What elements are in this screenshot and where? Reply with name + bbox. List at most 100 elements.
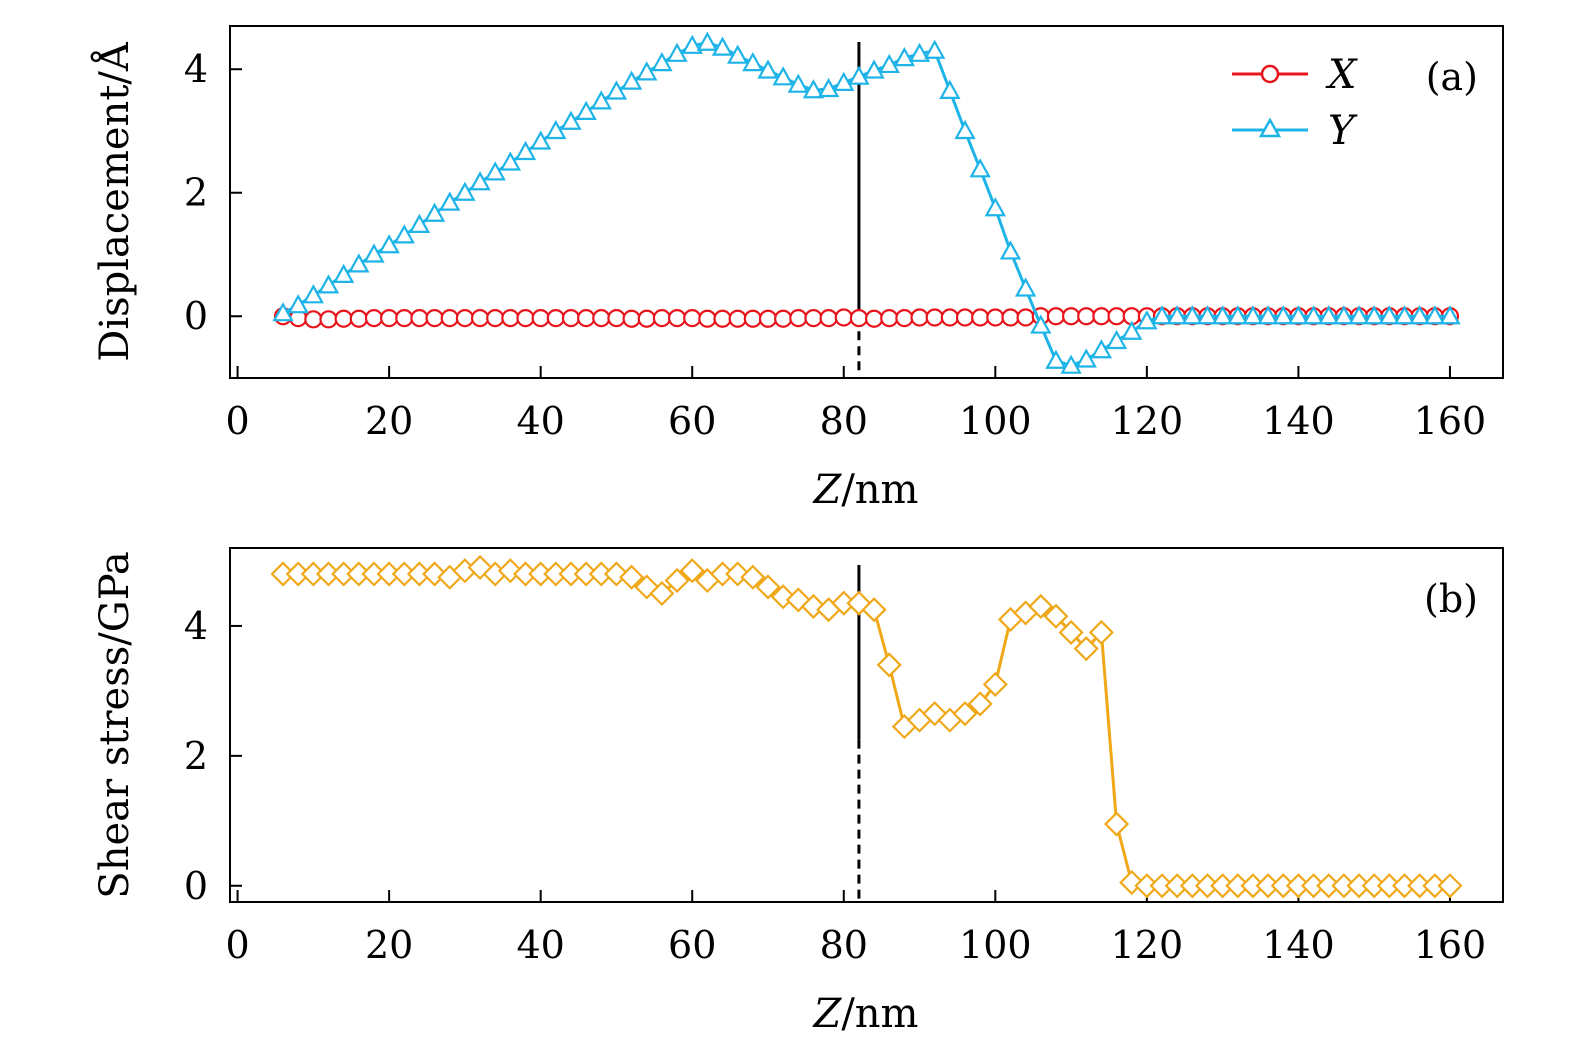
panel-a-label: (a)	[1426, 55, 1478, 99]
series-y-point	[408, 213, 431, 233]
series-y-point	[787, 73, 809, 93]
series-y-point	[1272, 305, 1294, 325]
series-shear-stress-point	[952, 701, 978, 727]
series-y-point	[954, 119, 976, 140]
panel-b-y-tick-label: 2	[184, 734, 208, 778]
series-y-point	[757, 59, 779, 79]
series-x-point	[1107, 307, 1126, 326]
series-x-point	[501, 308, 520, 328]
series-x-point	[910, 308, 929, 327]
series-x-point	[1016, 308, 1035, 327]
series-y-point	[802, 79, 825, 99]
series-shear-stress-point	[861, 597, 887, 623]
series-x-point	[819, 308, 838, 328]
panel-a-y-tick-label: 0	[184, 294, 208, 338]
series-x-point	[789, 308, 808, 328]
series-y-point	[1227, 305, 1249, 325]
panel-b-label: (b)	[1424, 577, 1478, 621]
series-x-point	[971, 308, 990, 327]
series-y-point	[1318, 305, 1340, 325]
series-x-point	[728, 309, 747, 328]
series-shear-stress-point	[755, 574, 781, 600]
series-y-point	[984, 197, 1006, 217]
series-x-point	[1061, 307, 1081, 326]
series-x-point	[349, 309, 368, 328]
series-y-point	[1393, 305, 1416, 325]
series-y-point	[636, 61, 658, 81]
series-y-point	[302, 284, 325, 304]
series-y-point	[878, 53, 900, 74]
series-x-point	[743, 309, 762, 328]
series-y-point	[1378, 305, 1401, 325]
series-y-point	[605, 80, 628, 100]
panel-a-x-ticks: 0 20 40 60 80 100 120 140 160	[225, 366, 1486, 443]
series-x-point	[486, 308, 505, 328]
series-y-point	[393, 224, 415, 244]
panel-b-x-tick-label: 160	[1414, 923, 1487, 967]
series-y-point	[378, 234, 400, 254]
series-y-point	[1075, 348, 1097, 368]
series-shear-stress-point	[1043, 603, 1069, 629]
series-y-point	[560, 110, 582, 130]
panel-a-y-tick-label: 2	[184, 171, 208, 215]
panel-a-x-tick-label: 80	[820, 399, 868, 443]
series-x-point	[592, 308, 611, 328]
panel-a-legend: X Y	[1232, 52, 1358, 154]
series-y-point	[317, 274, 340, 294]
series-shear-stress-point	[1088, 619, 1114, 645]
panel-b-x-tick-label: 120	[1111, 923, 1184, 967]
series-y-point	[1287, 305, 1310, 325]
series-x-point	[1001, 308, 1020, 327]
series-shear-stress-point	[1058, 619, 1084, 645]
series-y-point	[348, 253, 370, 273]
series-y-point	[969, 158, 991, 178]
series-y-point	[727, 44, 749, 64]
panel-a-y-axis-title: Displacement/Å	[91, 41, 138, 362]
panel-b-x-tick-label: 40	[516, 923, 564, 967]
panel-a-plot-frame	[229, 25, 1504, 379]
series-x-point	[455, 308, 474, 328]
series-y-point	[1302, 305, 1325, 325]
series-x-point	[637, 309, 656, 328]
series-y-point	[545, 119, 567, 140]
series-y-point	[1211, 305, 1234, 325]
series-x-point	[607, 308, 626, 328]
series-y-point	[817, 77, 840, 98]
series-y-point	[363, 243, 385, 263]
series-y-point	[772, 66, 794, 86]
panel-a-series	[272, 31, 1461, 374]
series-x-point	[667, 308, 687, 328]
series-x-point	[895, 308, 914, 328]
series-x-point	[804, 308, 823, 328]
series-y-point	[1333, 305, 1355, 325]
series-shear-stress-point	[876, 652, 902, 678]
panel-b-y-tick-label: 0	[184, 864, 208, 908]
series-y-point	[1030, 314, 1052, 334]
series-x-point	[1046, 307, 1066, 326]
series-y-point	[1121, 320, 1143, 340]
panel-b-plot-frame	[229, 547, 1504, 903]
series-y-point	[514, 140, 537, 161]
series-x-point	[319, 310, 338, 329]
series-x-point	[531, 308, 550, 328]
series-y-point	[590, 90, 612, 110]
series-shear-stress-point	[1103, 811, 1130, 837]
series-x-point	[577, 308, 596, 328]
panel-a-x-axis-title: Z/nm	[812, 467, 919, 513]
series-y-point	[1439, 305, 1461, 325]
series-shear-stress-line	[283, 565, 1450, 888]
series-x-point	[425, 308, 444, 328]
series-x-point	[1092, 307, 1111, 326]
series-x-point	[395, 308, 414, 328]
series-y-point	[423, 202, 446, 222]
series-x-point	[955, 308, 975, 327]
panel-b-x-tick-label: 140	[1262, 923, 1335, 967]
panel-a-x-tick-label: 160	[1414, 399, 1487, 443]
series-x-point	[364, 308, 384, 328]
series-y-point	[893, 47, 916, 67]
series-y-point	[908, 42, 931, 62]
series-shear-stress-point	[679, 558, 705, 584]
series-y-point	[1151, 305, 1173, 325]
panel-a-displacement-chart: 0 20 40 60 80 100 120 140 160 0 2 4 (a) X Y Z/nm D…	[91, 25, 1504, 513]
